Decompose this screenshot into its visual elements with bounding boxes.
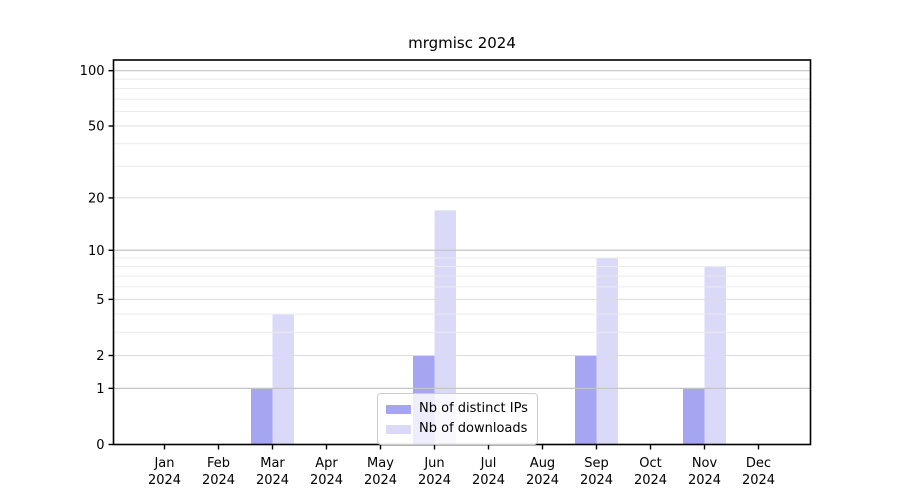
x-tick-label-month: May	[367, 456, 394, 471]
legend-row-distinct-ips: Nb of distinct IPs	[386, 399, 528, 419]
bar-sep-downloads	[596, 257, 618, 445]
y-tick-label: 50	[88, 120, 105, 135]
chart-title: mrgmisc 2024	[408, 34, 516, 52]
legend-swatch-distinct-ips	[386, 404, 411, 414]
x-tick-label-month: Aug	[530, 456, 555, 471]
legend: Nb of distinct IPs Nb of downloads	[377, 393, 538, 445]
x-tick-label-year: 2024	[634, 473, 667, 488]
legend-swatch-downloads	[386, 424, 411, 434]
x-tick-label-year: 2024	[256, 473, 289, 488]
x-tick-label-month: Jun	[423, 456, 444, 471]
y-tick-label: 0	[96, 438, 104, 453]
x-tick-label-year: 2024	[472, 473, 505, 488]
x-tick-label-year: 2024	[418, 473, 451, 488]
y-tick-label: 1	[96, 382, 104, 397]
y-tick-label: 20	[88, 191, 105, 206]
x-tick-label-year: 2024	[202, 473, 235, 488]
x-tick-label-year: 2024	[526, 473, 559, 488]
x-tick-label-month: Mar	[260, 456, 285, 471]
bar-jun-downloads	[434, 210, 456, 445]
x-tick-label-month: Feb	[207, 456, 230, 471]
bar-mar-distinct-ips	[251, 388, 273, 445]
x-tick-label-year: 2024	[364, 473, 397, 488]
legend-row-downloads: Nb of downloads	[386, 419, 528, 439]
x-tick-label-year: 2024	[742, 473, 775, 488]
y-tick-label: 2	[96, 349, 104, 364]
x-tick-label-month: Sep	[584, 456, 609, 471]
x-tick-label-year: 2024	[310, 473, 343, 488]
x-tick-label-month: Dec	[746, 456, 771, 471]
y-tick-label: 100	[80, 64, 105, 79]
x-tick-label-month: Oct	[639, 456, 661, 471]
y-tick-label: 5	[96, 293, 104, 308]
x-tick-label-year: 2024	[688, 473, 721, 488]
legend-label-distinct-ips: Nb of distinct IPs	[419, 401, 528, 416]
bar-nov-distinct-ips	[683, 388, 705, 445]
y-tick-label: 10	[88, 244, 105, 259]
x-tick-label-month: Apr	[315, 456, 338, 471]
x-tick-label-year: 2024	[148, 473, 181, 488]
x-tick-label-year: 2024	[580, 473, 613, 488]
x-tick-label-month: Jan	[153, 456, 174, 471]
bar-mar-downloads	[272, 314, 294, 445]
x-tick-label-month: Nov	[692, 456, 718, 471]
legend-label-downloads: Nb of downloads	[419, 421, 528, 436]
bar-sep-distinct-ips	[575, 355, 597, 445]
x-tick-label-month: Jul	[480, 456, 497, 471]
